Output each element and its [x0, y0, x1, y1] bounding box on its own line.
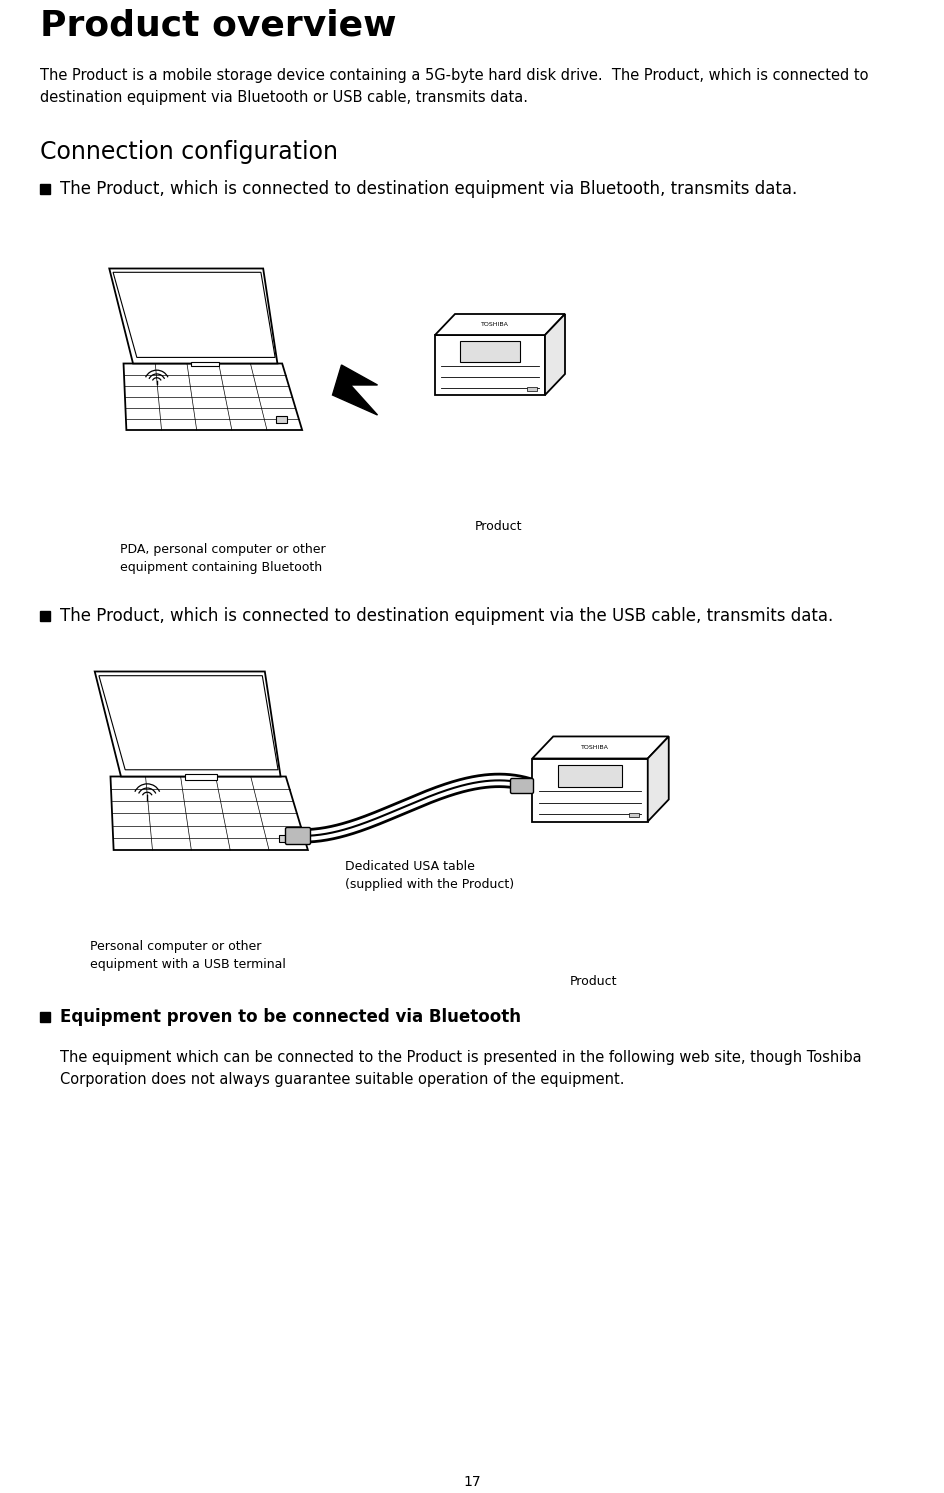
Text: The Product, which is connected to destination equipment via the USB cable, tran: The Product, which is connected to desti… — [60, 608, 834, 626]
Bar — [558, 764, 622, 787]
Text: The Product, which is connected to destination equipment via Bluetooth, transmit: The Product, which is connected to desti… — [60, 181, 798, 199]
Bar — [185, 775, 216, 779]
Text: TOSHIBA: TOSHIBA — [481, 322, 509, 327]
Text: Product overview: Product overview — [40, 7, 396, 42]
Text: Dedicated USA table
(supplied with the Product): Dedicated USA table (supplied with the P… — [345, 860, 514, 891]
Bar — [527, 387, 537, 391]
Text: The Product is a mobile storage device containing a 5G-byte hard disk drive.  Th: The Product is a mobile storage device c… — [40, 69, 868, 105]
FancyBboxPatch shape — [285, 827, 311, 845]
Polygon shape — [435, 334, 545, 396]
Text: Equipment proven to be connected via Bluetooth: Equipment proven to be connected via Blu… — [60, 1008, 521, 1026]
Bar — [279, 835, 292, 842]
Bar — [460, 340, 520, 361]
Polygon shape — [532, 758, 648, 821]
Text: TOSHIBA: TOSHIBA — [582, 745, 609, 749]
Text: Product: Product — [475, 520, 522, 533]
Text: Personal computer or other
equipment with a USB terminal: Personal computer or other equipment wit… — [90, 941, 286, 970]
Bar — [276, 417, 287, 423]
Polygon shape — [94, 672, 280, 776]
Text: Connection configuration: Connection configuration — [40, 140, 338, 164]
Bar — [40, 611, 50, 621]
Bar — [40, 1012, 50, 1023]
Bar — [191, 361, 219, 366]
Polygon shape — [110, 269, 278, 363]
Text: The equipment which can be connected to the Product is presented in the followin: The equipment which can be connected to … — [60, 1050, 862, 1087]
Polygon shape — [532, 736, 668, 758]
Polygon shape — [648, 736, 668, 821]
Text: 17: 17 — [464, 1475, 480, 1489]
Polygon shape — [435, 314, 565, 334]
Polygon shape — [99, 676, 278, 770]
Polygon shape — [332, 364, 378, 415]
Polygon shape — [545, 314, 565, 396]
Polygon shape — [113, 272, 275, 357]
Polygon shape — [124, 363, 302, 430]
Bar — [629, 814, 639, 817]
Text: Product: Product — [570, 975, 617, 988]
Text: PDA, personal computer or other
equipment containing Bluetooth: PDA, personal computer or other equipmen… — [120, 543, 326, 573]
FancyBboxPatch shape — [511, 778, 533, 793]
Polygon shape — [110, 776, 308, 850]
Bar — [40, 184, 50, 194]
